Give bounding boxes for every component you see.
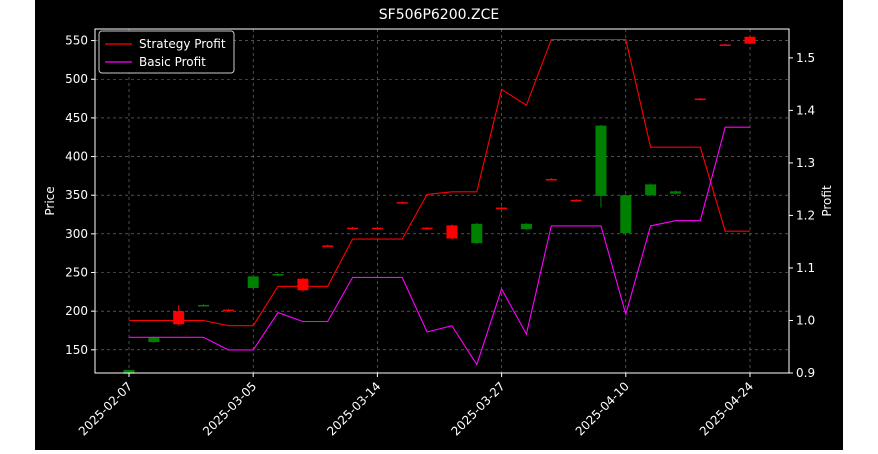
legend-label-basic-profit: Basic Profit (139, 55, 206, 69)
y-tick-label-left: 150 (65, 343, 88, 357)
y-tick-label-right: 1.0 (796, 313, 815, 327)
series-line-strategy-profit (129, 38, 750, 327)
candle-body (570, 199, 582, 202)
legend: Strategy Profit Basic Profit (98, 30, 235, 74)
y-axis-label-left: Price (43, 186, 57, 215)
x-tick-label: 2025-03-27 (449, 379, 508, 438)
plot-frame (94, 28, 790, 374)
y-tick-label-left: 400 (65, 150, 88, 164)
candle-body (396, 202, 408, 204)
candle-body (545, 178, 557, 181)
candle-body (620, 195, 632, 234)
candle-body (719, 44, 731, 46)
legend-label-strategy-profit: Strategy Profit (139, 37, 226, 51)
y-tick-label-left: 500 (65, 72, 88, 86)
y-tick-label-right: 1.3 (796, 156, 815, 170)
candle-body (272, 274, 284, 276)
candle-body (645, 184, 657, 196)
y-tick-label-right: 1.1 (796, 261, 815, 275)
candle-body (371, 227, 383, 230)
legend-box (98, 30, 235, 74)
chart-figure: 150 200 250 300 350 400 450 500 550 0.9 1.0 1.1 1.2 1… (35, 0, 843, 450)
y-tick-label-right: 1.4 (796, 103, 815, 117)
candle-body (694, 98, 706, 101)
y-tick-label-left: 300 (65, 227, 88, 241)
candle-body (148, 337, 160, 343)
candle-body (520, 223, 532, 230)
candle-body (669, 191, 681, 194)
y-tick-label-right: 1.5 (796, 51, 815, 65)
y-tick-label-right: 1.2 (796, 208, 815, 222)
y-tick-label-left: 350 (65, 188, 88, 202)
candle-body (222, 309, 234, 312)
candle-body (123, 369, 135, 374)
x-tick-label: 2025-04-24 (697, 379, 756, 438)
candle-body (744, 36, 756, 44)
tick-layer: 150 200 250 300 350 400 450 500 550 0.9 1.0 1.1 1.2 1… (65, 34, 815, 439)
candle-body (247, 276, 259, 288)
chart-title: SF506P6200.ZCE (379, 7, 499, 23)
candle-layer (123, 35, 756, 374)
axes-layer (94, 28, 790, 374)
candle-body (297, 278, 309, 291)
y-tick-label-right: 0.9 (796, 366, 815, 380)
x-tick-label: 2025-02-07 (76, 379, 135, 438)
candle-body (496, 207, 508, 210)
y-tick-label-left: 550 (65, 34, 88, 48)
x-tick-label: 2025-03-05 (200, 379, 259, 438)
candle-body (471, 223, 483, 244)
x-tick-label: 2025-03-14 (324, 379, 383, 438)
y-tick-label-left: 250 (65, 266, 88, 280)
candle-body (446, 225, 458, 239)
candle-body (421, 227, 433, 230)
candle-body (595, 125, 607, 196)
candle-body (347, 227, 359, 230)
y-axis-label-right: Profit (820, 185, 834, 217)
y-tick-label-left: 200 (65, 304, 88, 318)
x-tick-label: 2025-04-10 (573, 379, 632, 438)
line-layer (129, 38, 750, 366)
y-tick-label-left: 450 (65, 111, 88, 125)
candle-body (198, 304, 210, 307)
candlestick-profit-chart: 150 200 250 300 350 400 450 500 550 0.9 1.0 1.1 1.2 1… (43, 7, 834, 439)
grid-layer (95, 29, 789, 373)
series-line-basic-profit (129, 126, 750, 366)
candle-body (322, 245, 334, 247)
candle-body (173, 311, 185, 325)
